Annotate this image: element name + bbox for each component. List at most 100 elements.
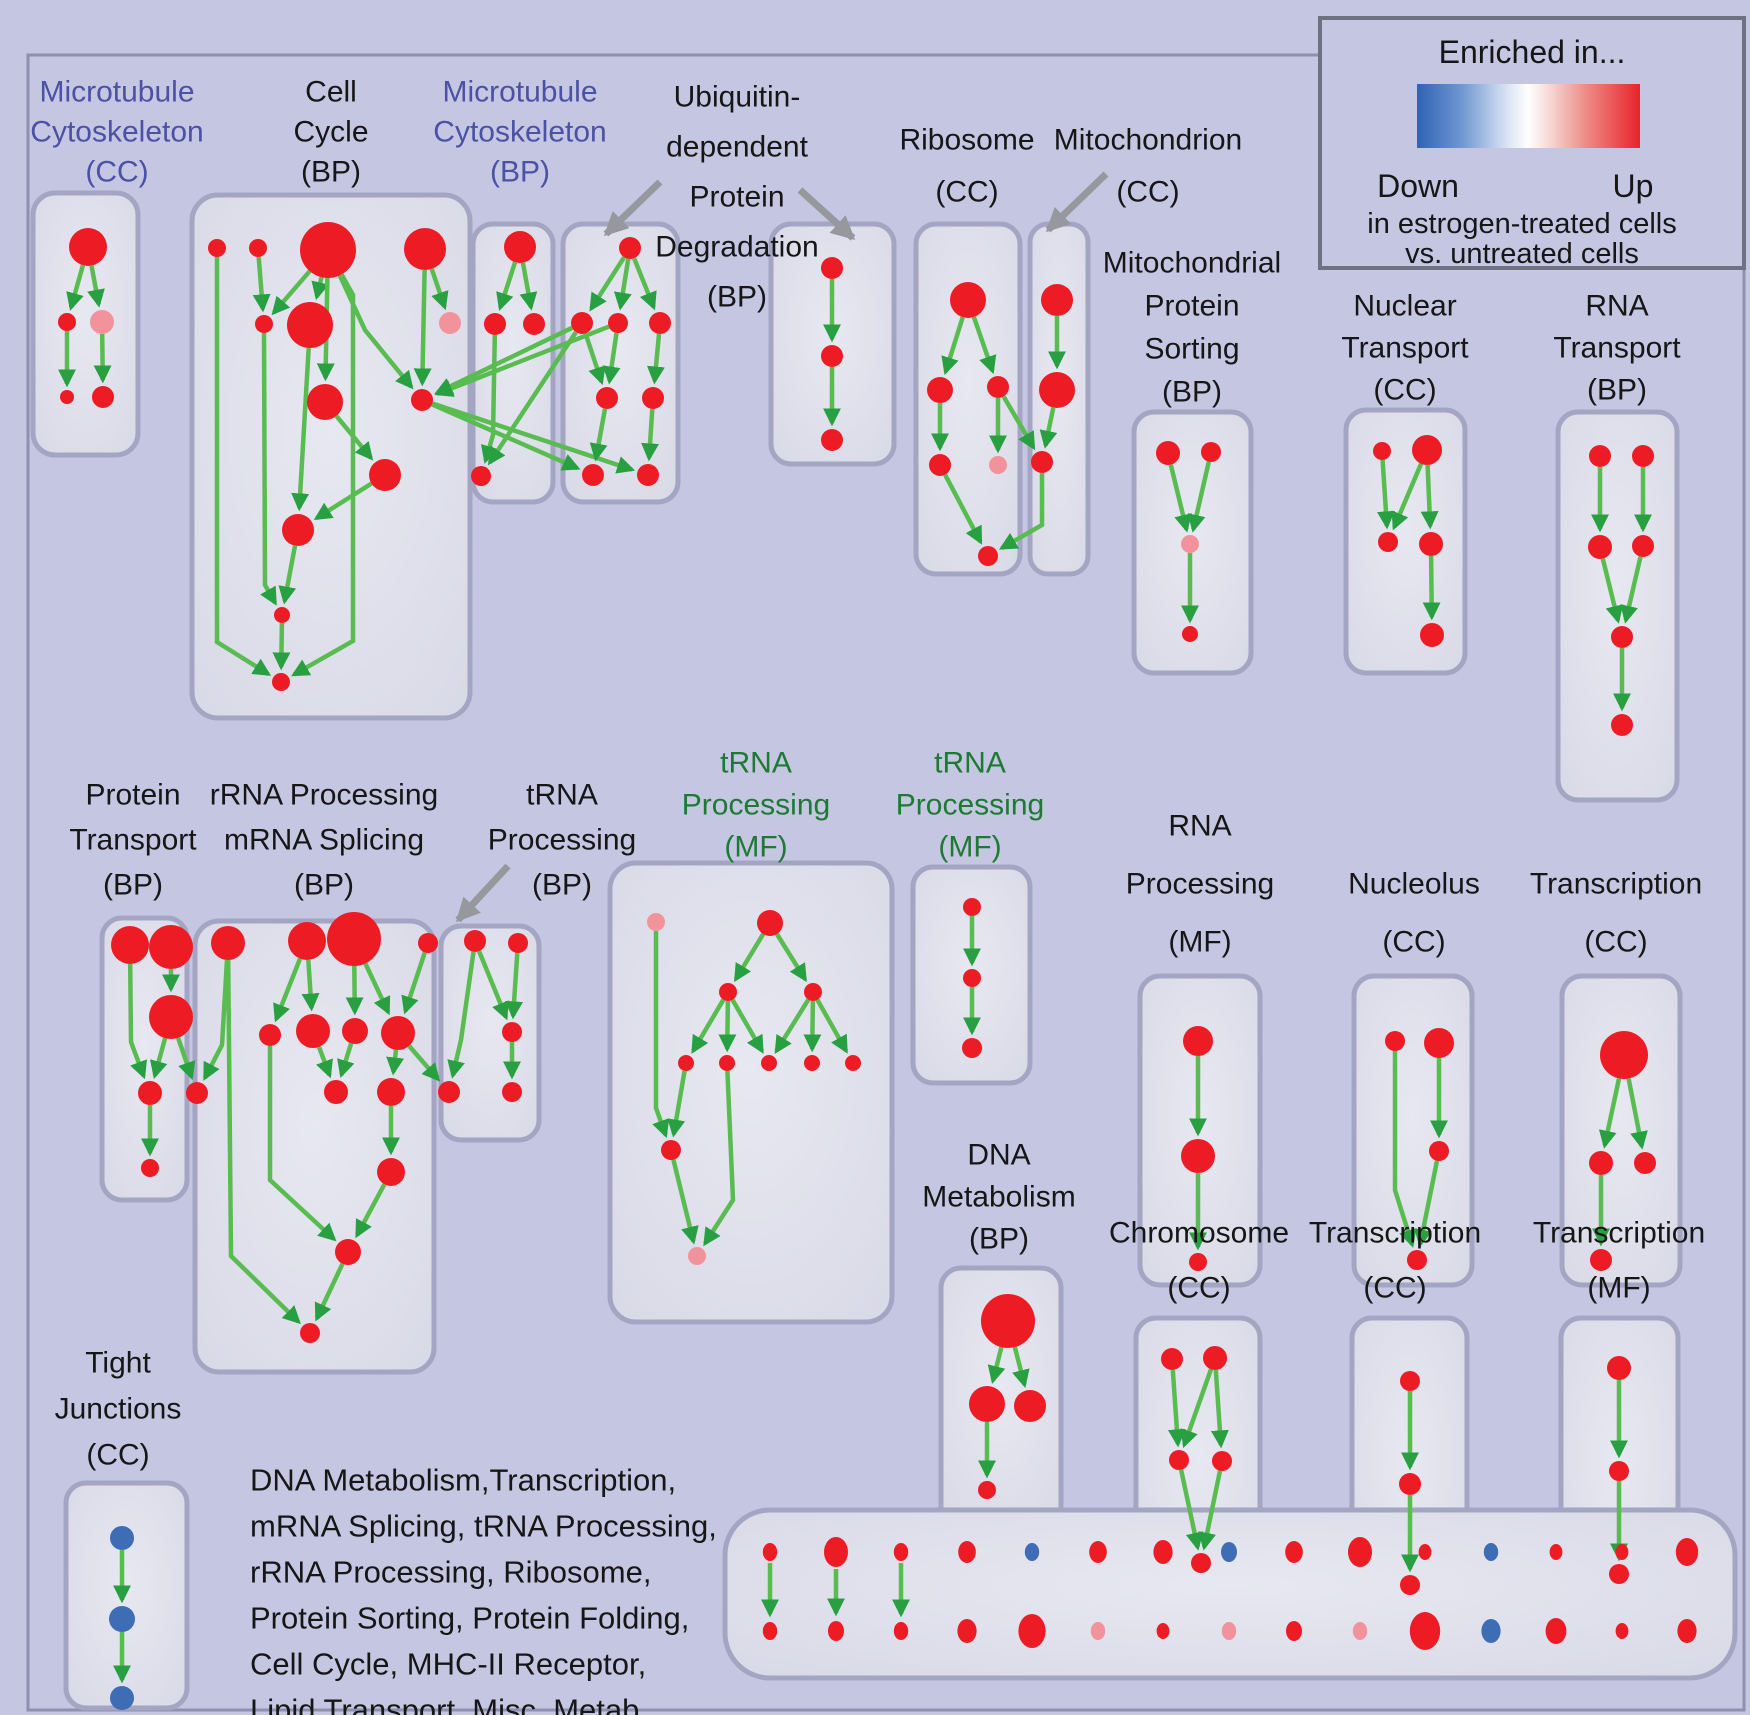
gene-node-rt6: [1611, 714, 1633, 736]
matrix-node-top-7: [1221, 1542, 1237, 1562]
gene-node-rn8: [381, 1016, 415, 1050]
matrix-node-bottom-8: [1286, 1621, 1302, 1641]
edge-ch3-ch5: [1178, 1469, 1204, 1551]
matrix-node-bottom-0: [762, 1622, 778, 1640]
matrix-node-top-4: [1024, 1543, 1040, 1561]
edge-tn1-tb1: [447, 951, 476, 1079]
edge-ch1-ch3: [1167, 1369, 1186, 1448]
gene-node-pt5: [141, 1159, 159, 1177]
matrix-node-top-8: [1285, 1541, 1303, 1563]
label-trna-processing-mf-1-line-2: (MF): [724, 831, 787, 864]
gene-node-nt4: [1419, 532, 1443, 556]
label-protein-transport-bp-line-1: Transport: [69, 824, 197, 857]
gene-node-rn13: [377, 1158, 405, 1186]
edge-pt1-pt4: [127, 963, 148, 1080]
gene-node-ccBT: [272, 673, 290, 691]
label-mitochondrial-protein-sorting-bp-line-0: Mitochondrial: [1103, 247, 1281, 280]
gene-node-rn9: [324, 1080, 348, 1104]
misc-functions-text-line-0: DNA Metabolism,Transcription,: [250, 1463, 676, 1498]
matrix-node-top-14: [1675, 1538, 1699, 1566]
box-microtubule-cytoskeleton-cc: [30, 190, 141, 458]
gene-node-rn11: [335, 1239, 361, 1265]
gene-node-ccH: [439, 312, 461, 334]
gene-node-rn10: [377, 1078, 405, 1106]
gene-node-tb1: [438, 1081, 460, 1103]
label-transcription-cc-top-line-0: Transcription: [1530, 868, 1702, 901]
label-microtubule-cytoskeleton-cc-line-1: Cytoskeleton: [30, 116, 203, 149]
gene-node-tc3: [1634, 1152, 1656, 1174]
edge-t2-t6: [730, 998, 764, 1054]
gene-node-mp3: [1181, 535, 1199, 553]
edge-ubT-ubU: [589, 256, 626, 312]
gene-node-M2: [1039, 372, 1075, 408]
gene-node-ubZ2: [637, 464, 659, 486]
gene-node-ccD: [404, 228, 446, 270]
label-rrna-processing-mrna-splicing-bp-line-2: (BP): [294, 869, 354, 902]
gene-node-nt3: [1378, 532, 1398, 552]
gene-node-u1: [963, 898, 981, 916]
label-rna-processing-mf-line-1: Processing: [1126, 868, 1274, 901]
edge-rn1-rn12: [225, 959, 301, 1325]
label-microtubule-cytoskeleton-cc-line-2: (CC): [85, 156, 148, 189]
edge-ubU-mbP: [487, 330, 578, 466]
gene-node-R3: [987, 376, 1009, 398]
box-transcription-cc-top: [1559, 973, 1683, 1288]
label-rna-transport-bp-line-0: RNA: [1585, 290, 1648, 323]
edge-ccB-ccF: [252, 256, 271, 313]
label-trna-processing-bp-line-2: (BP): [532, 869, 592, 902]
edge-p1-t9: [652, 931, 670, 1139]
gene-node-tn2: [508, 933, 528, 953]
callout-arrow-icon-1: [797, 187, 856, 241]
gene-node-u3: [962, 1038, 982, 1058]
matrix-node-bottom-11: [1481, 1619, 1501, 1643]
label-protein-transport-bp-line-0: Protein: [85, 779, 180, 812]
edge-ccC-ccF: [271, 269, 312, 316]
label-cell-cycle-bp-line-0: Cell: [305, 76, 357, 109]
label-rna-processing-mf-line-0: RNA: [1168, 810, 1231, 843]
edge-t3-t6: [774, 998, 811, 1054]
edge-ubU-ubX: [583, 332, 606, 386]
label-ubiquitin-dependent-protein-degradation-bp-line-3: Degradation: [655, 231, 818, 264]
gene-node-ch4: [1212, 1451, 1232, 1471]
edge-nt4-nt5: [1422, 555, 1441, 621]
gene-node-rn5: [259, 1024, 281, 1046]
matrix-node-top-5: [1089, 1541, 1107, 1563]
gene-node-M3: [1031, 451, 1053, 473]
label-cell-cycle-bp-line-1: Cycle: [293, 116, 368, 149]
gene-node-ch2: [1203, 1346, 1227, 1370]
gene-node-q3: [821, 429, 843, 451]
edge-mbE-mbI: [496, 261, 518, 312]
edge-mp2-mp3: [1187, 461, 1211, 533]
gene-node-dm3: [1014, 1390, 1046, 1422]
edge-ccS-ccBT: [272, 622, 291, 671]
label-trna-processing-mf-2-line-1: Processing: [896, 789, 1044, 822]
label-transcription-cc-bottom-line-1: (CC): [1363, 1272, 1426, 1305]
gene-node-pt1: [111, 926, 149, 964]
label-transcription-mf-line-1: (MF): [1587, 1272, 1650, 1305]
matrix-node-top-13: [1615, 1544, 1629, 1560]
gene-node-ccG: [287, 302, 333, 348]
label-dna-metabolism-bp-line-1: Metabolism: [922, 1181, 1075, 1214]
gene-node-dm1: [981, 1294, 1035, 1348]
gene-node-rns2: [186, 1082, 208, 1104]
matrix-node-bottom-1: [828, 1621, 844, 1641]
label-nuclear-transport-cc-line-2: (CC): [1373, 374, 1436, 407]
edge-M2-M3: [1039, 407, 1058, 449]
edge-mbE-mbJ: [519, 262, 538, 311]
edge-a1-a2: [66, 264, 86, 311]
label-mitochondrial-protein-sorting-bp-line-3: (BP): [1162, 376, 1222, 409]
misc-functions-text-line-4: Cell Cycle, MHC-II Receptor,: [250, 1647, 646, 1682]
gene-node-mbP: [471, 466, 491, 486]
edge-R1-R2: [941, 316, 965, 376]
matrix-node-top-6: [1153, 1540, 1173, 1564]
matrix-node-bottom-7: [1221, 1622, 1237, 1640]
label-cell-cycle-bp-line-2: (BP): [301, 156, 361, 189]
gene-node-nl4: [1407, 1250, 1427, 1270]
gene-node-rt5: [1611, 626, 1633, 648]
gene-node-q2: [821, 345, 843, 367]
gene-node-tj3: [110, 1686, 134, 1710]
edge-R3-M3: [1001, 395, 1036, 451]
edge-ccF-ccS: [260, 332, 278, 606]
gene-node-dm4: [978, 1481, 996, 1499]
gene-node-u2: [963, 969, 981, 987]
